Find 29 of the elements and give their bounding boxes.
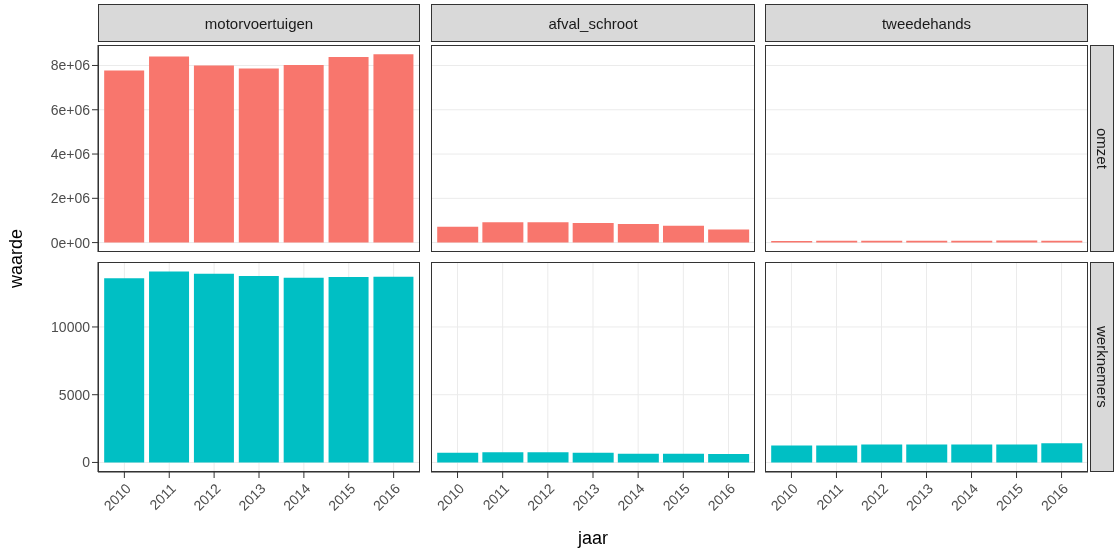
bar — [662, 225, 704, 243]
bar — [283, 65, 324, 243]
y-tick-label: 0 — [82, 454, 91, 471]
y-tick-label: 2e+06 — [50, 190, 91, 207]
bar — [437, 226, 479, 243]
y2-axis-title: omzet — [1093, 128, 1111, 169]
y-axis-title: waarde — [5, 228, 27, 289]
bar — [482, 222, 524, 243]
y-tick-label: 10000 — [51, 318, 91, 335]
bar — [708, 229, 750, 243]
bar — [193, 65, 234, 243]
y-tick-label: 0e+00 — [50, 234, 91, 251]
bar — [527, 222, 569, 243]
bar — [238, 68, 279, 243]
bar — [149, 56, 190, 243]
chart-title: motorvoertuigen — [204, 14, 314, 32]
chart-title: tweedehands — [881, 14, 972, 32]
bar — [617, 223, 659, 243]
y-tick-label: 8e+06 — [50, 57, 91, 74]
y-tick-label: 5000 — [58, 386, 91, 403]
bar — [572, 223, 614, 243]
x-axis-title: jaar — [577, 528, 608, 548]
y-tick-label: 6e+06 — [50, 101, 91, 118]
bar — [328, 57, 369, 243]
bar — [373, 54, 414, 243]
chart-title: afval_schroot — [548, 14, 638, 32]
bar — [104, 70, 145, 243]
y2-axis-title: werknemers — [1093, 326, 1111, 408]
y-tick-label: 4e+06 — [50, 146, 91, 162]
